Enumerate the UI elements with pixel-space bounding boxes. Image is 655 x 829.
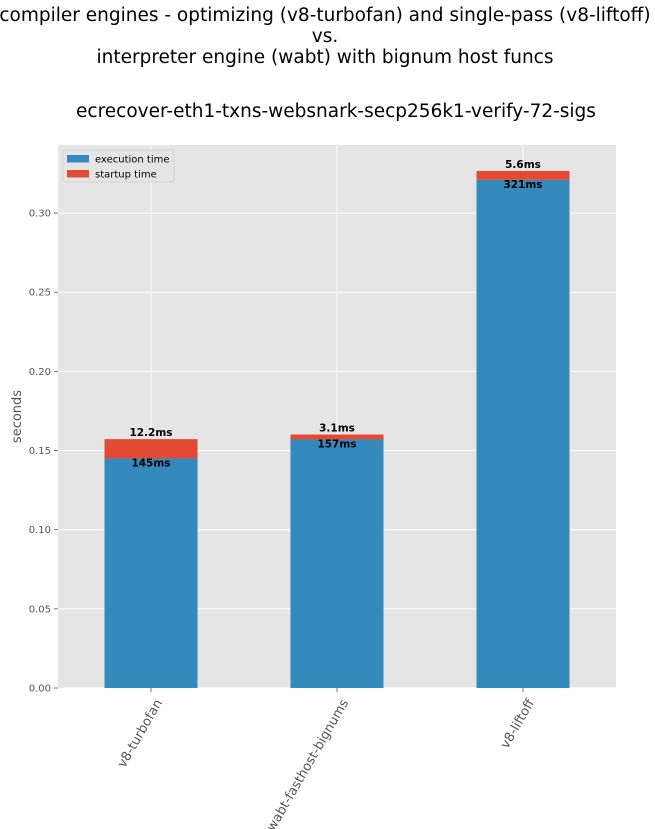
legend-swatch	[67, 155, 89, 163]
figure-title: compiler engines - optimizing (v8-turbof…	[0, 5, 651, 68]
figure-title-line: compiler engines - optimizing (v8-turbof…	[0, 5, 651, 26]
legend-swatch	[67, 170, 89, 178]
y-axis-label: seconds	[10, 390, 25, 443]
y-axis: 0.00 0.05 0.10 0.15 0.20 0.25 0.30	[29, 209, 58, 695]
x-tick-label: wabt-fasthost-bignums	[264, 697, 352, 829]
x-tick-label: v8-liftoff	[498, 696, 539, 751]
bars: 145ms 12.2ms 157ms 3.1ms 321ms 5.6ms	[104, 159, 570, 688]
bar-execution	[104, 458, 198, 688]
y-tick-label: 0.05	[29, 604, 51, 615]
x-tick-label: v8-turbofan	[115, 697, 166, 771]
data-label-execution: 157ms	[317, 438, 356, 450]
figure-title-line: vs.	[312, 26, 338, 47]
data-label-startup: 12.2ms	[129, 427, 172, 439]
bar-startup	[104, 439, 198, 459]
y-tick-label: 0.10	[29, 525, 51, 536]
legend: execution time startup time	[62, 149, 175, 183]
chart-title: ecrecover-eth1-txns-websnark-secp256k1-v…	[76, 101, 596, 122]
legend-entry: startup time	[95, 170, 157, 181]
y-tick-label: 0.00	[29, 684, 51, 695]
data-label-startup: 5.6ms	[505, 159, 541, 171]
data-label-execution: 145ms	[131, 457, 170, 469]
data-label-execution: 321ms	[503, 179, 542, 191]
bar-execution	[290, 439, 384, 688]
data-label-startup: 3.1ms	[319, 423, 355, 435]
legend-entry: execution time	[95, 155, 170, 166]
y-tick-label: 0.25	[29, 288, 51, 299]
x-axis: v8-turbofan wabt-fasthost-bignums v8-lifto…	[115, 688, 539, 829]
bar-execution	[476, 179, 570, 688]
bar-startup	[476, 170, 570, 180]
bar-startup	[290, 434, 384, 440]
figure-title-line: interpreter engine (wabt) with bignum ho…	[96, 47, 553, 68]
y-tick-label: 0.30	[29, 209, 51, 220]
legend-frame	[62, 149, 175, 183]
y-tick-label: 0.15	[29, 446, 51, 457]
y-tick-label: 0.20	[29, 367, 51, 378]
